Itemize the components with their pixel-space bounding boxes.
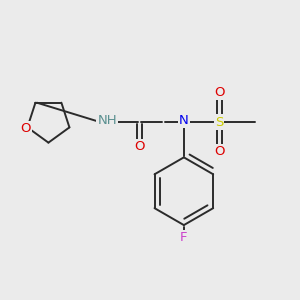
Text: N: N (179, 114, 189, 127)
Text: S: S (215, 116, 224, 128)
Text: NH: NH (98, 114, 117, 127)
Text: O: O (214, 145, 224, 158)
Text: O: O (214, 86, 224, 99)
Text: O: O (21, 122, 31, 135)
Text: F: F (180, 231, 188, 244)
Text: O: O (134, 140, 145, 153)
